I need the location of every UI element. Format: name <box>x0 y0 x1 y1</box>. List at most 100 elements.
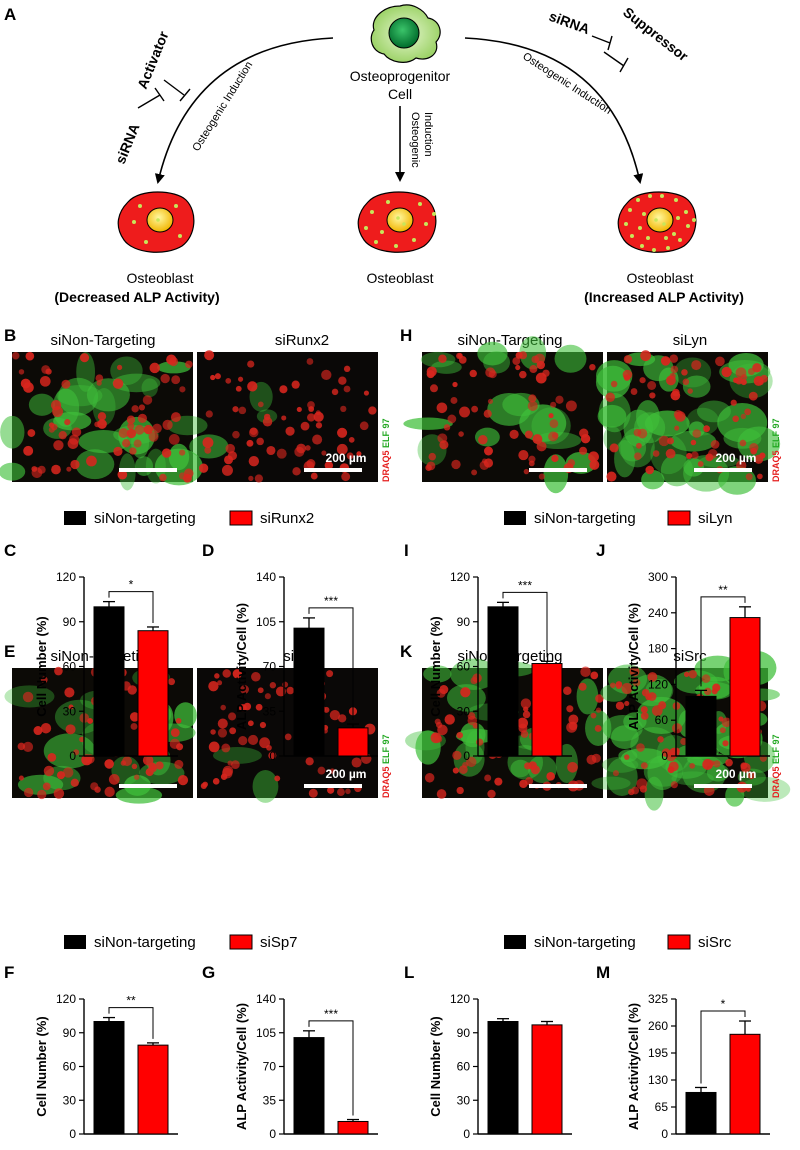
nucleus-dot <box>281 415 287 421</box>
nucleus-dot <box>484 774 492 782</box>
nucleus-dot <box>43 765 55 777</box>
nucleus-dot <box>471 405 479 413</box>
green-stain-blob <box>477 341 508 366</box>
nucleus-dot <box>640 712 649 720</box>
nucleus-dot <box>428 452 437 461</box>
y-tick-label: 90 <box>63 615 77 629</box>
nucleus-dot <box>647 672 658 682</box>
green-stain-blob <box>0 415 25 449</box>
green-stain-blob <box>420 351 456 368</box>
nucleus-dot <box>204 350 215 361</box>
nucleus-dot <box>549 419 559 429</box>
nucleus-dot <box>40 676 48 684</box>
green-stain-blob <box>591 776 631 790</box>
nucleus-dot <box>757 473 763 480</box>
nucleus-dot <box>126 415 136 424</box>
legend-runx2: siNon-targeting siRunx2 <box>64 510 314 527</box>
nucleus-dot <box>551 432 559 439</box>
nucleus-dot <box>658 435 670 447</box>
nucleus-dot <box>546 772 555 781</box>
nucleus-dot <box>168 356 179 367</box>
y-tick-label: 120 <box>450 570 470 584</box>
nucleus-dot <box>53 788 65 799</box>
nucleus-dot <box>467 715 478 726</box>
nucleus-dot <box>41 365 51 374</box>
nucleus-dot <box>610 380 618 388</box>
panel-label-c: C <box>4 541 16 560</box>
nucleus-dot <box>131 405 139 413</box>
y-tick-label: 0 <box>463 749 470 763</box>
nucleus-dot <box>538 473 546 480</box>
y-tick-label: 120 <box>648 677 668 691</box>
middle-induction-label-line2: Induction <box>422 112 434 157</box>
nucleus-dot <box>686 452 693 459</box>
green-stain-blob <box>623 409 654 447</box>
nucleus-dot <box>519 370 527 379</box>
green-stain-blob <box>252 770 279 803</box>
legend-swatch-control <box>504 511 526 525</box>
nucleus-dot <box>177 774 189 786</box>
nucleus-dot <box>527 400 538 412</box>
y-tick-label: 0 <box>269 749 276 763</box>
nucleus-dot <box>452 750 462 761</box>
nucleus-dot <box>628 788 635 796</box>
nucleus-dot <box>673 410 683 419</box>
green-stain-blob <box>487 392 531 426</box>
micro-texture <box>200 669 376 803</box>
y-tick-label: 60 <box>63 1060 77 1074</box>
nucleus-dot <box>185 360 193 369</box>
nucleus-dot <box>337 427 348 438</box>
nucleus-dot <box>17 742 26 751</box>
panel-label-d: D <box>202 541 214 560</box>
nucleus-dot <box>536 441 547 452</box>
nucleus-dot <box>202 781 208 788</box>
image-title-h-control: siNon-Targeting <box>457 332 562 349</box>
nucleus-dot <box>175 718 182 724</box>
osteoblast-right-label: Osteoblast <box>627 270 694 286</box>
nucleus-dot <box>321 450 327 456</box>
significance-bracket <box>502 591 548 658</box>
y-axis-label: Cell Number (%) <box>34 1016 49 1116</box>
nucleus-dot <box>162 419 173 430</box>
green-stain-blob <box>718 466 757 495</box>
bar-control <box>487 1021 519 1135</box>
nucleus-dot <box>697 461 704 467</box>
legend-lyn: siNon-targeting siLyn <box>504 510 732 527</box>
nucleus-dot <box>247 381 258 392</box>
nucleus-dot <box>551 454 559 463</box>
nucleus-dot <box>437 433 448 444</box>
nucleus-dot <box>740 413 747 420</box>
nucleus-dot <box>612 770 619 777</box>
nucleus-dot <box>70 778 79 787</box>
nucleus-dot <box>660 356 671 366</box>
nucleus-dot <box>740 762 748 770</box>
nucleus-dot <box>331 388 339 396</box>
y-tick-label: 0 <box>463 1127 470 1141</box>
nucleus-dot <box>64 419 71 426</box>
nucleus-dot <box>127 422 135 430</box>
right-sirna-inhibit-icon <box>591 35 613 51</box>
nucleus-dot <box>327 786 335 794</box>
nucleus-dot <box>129 447 137 455</box>
nucleus-dot <box>221 743 231 753</box>
nucleus-dot <box>518 351 528 360</box>
nucleus-dot <box>97 419 107 429</box>
nucleus-dot <box>222 669 231 678</box>
nucleus-dot <box>317 766 326 775</box>
nucleus-dot <box>279 385 288 394</box>
nucleus-dot <box>683 671 690 678</box>
nucleus-dot <box>133 439 142 448</box>
nucleus-dot <box>161 448 172 458</box>
nucleus-dot <box>51 423 58 431</box>
nucleus-dot <box>79 736 85 743</box>
panel-label-e: E <box>4 642 15 661</box>
nucleus-dot <box>531 355 540 364</box>
nucleus-dot <box>424 773 435 783</box>
nucleus-dot <box>671 723 683 734</box>
nucleus-dot <box>529 365 538 374</box>
nucleus-dot <box>257 687 264 694</box>
nucleus-dot <box>321 369 332 381</box>
y-tick-label: 195 <box>648 1046 668 1060</box>
nucleus-dot <box>668 761 679 772</box>
nucleus-dot <box>588 451 599 463</box>
